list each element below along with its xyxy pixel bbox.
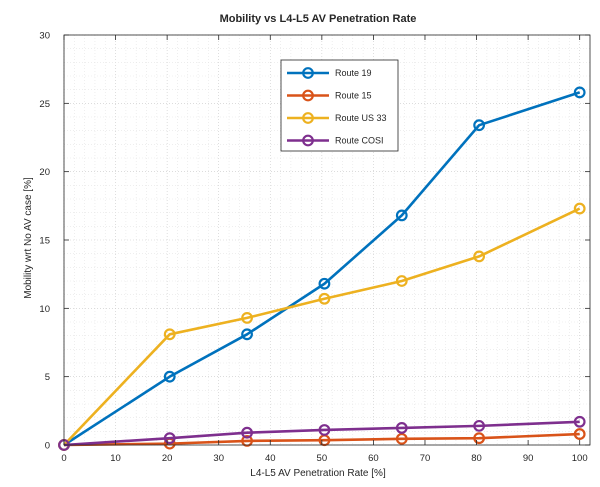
- y-tick-label: 25: [39, 99, 50, 110]
- x-tick-label: 0: [61, 453, 66, 464]
- x-tick-label: 50: [317, 453, 328, 464]
- data-point: [395, 422, 408, 434]
- data-point: [163, 432, 176, 445]
- data-point: [473, 250, 486, 263]
- legend-marker: [302, 67, 314, 79]
- grid: [63, 34, 590, 446]
- legend-marker: [302, 89, 314, 102]
- y-axis-label: Mobility wrt No AV case [%]: [23, 177, 34, 299]
- series-line: [63, 91, 581, 447]
- y-tick-label: 10: [39, 304, 50, 315]
- data-point: [573, 86, 586, 99]
- x-tick-label: 70: [420, 453, 431, 464]
- legend-marker: [302, 112, 314, 124]
- x-tick-label: 60: [368, 453, 379, 464]
- x-axis-label: L4-L5 AV Penetration Rate [%]: [250, 468, 386, 479]
- legend-label: Route COSI: [335, 136, 384, 146]
- y-tick-label: 0: [45, 441, 50, 452]
- axis-ticks: 0 10 20 30 40 50 60 70 80 90 100 0 5 10 15 20 25 30: [39, 31, 590, 464]
- data-point: [241, 435, 253, 447]
- y-tick-label: 5: [45, 372, 50, 383]
- data-point: [473, 432, 486, 445]
- data-point: [573, 202, 586, 215]
- data-point: [573, 415, 586, 428]
- chart-title: Mobility vs L4-L5 AV Penetration Rate: [220, 13, 417, 25]
- x-tick-label: 90: [523, 453, 534, 464]
- data-point: [318, 277, 331, 290]
- data-point: [241, 426, 253, 439]
- series-route-us-33: [58, 202, 586, 451]
- x-tick-label: 20: [162, 453, 173, 464]
- series-line: [63, 207, 581, 446]
- data-point: [163, 370, 176, 383]
- data-point: [241, 328, 253, 341]
- legend-box: [280, 59, 399, 152]
- data-point: [318, 424, 331, 436]
- data-point: [241, 312, 253, 324]
- legend-marker: [302, 134, 314, 147]
- x-tick-label: 100: [572, 453, 588, 464]
- x-tick-label: 30: [213, 453, 224, 464]
- y-tick-label: 20: [39, 167, 50, 178]
- legend-label: Route 19: [335, 68, 372, 78]
- x-tick-label: 40: [265, 453, 276, 464]
- data-point: [163, 328, 176, 341]
- data-point: [395, 432, 408, 445]
- legend-label: Route US 33: [335, 113, 387, 123]
- x-tick-label: 80: [471, 453, 482, 464]
- data-point: [473, 419, 486, 432]
- data-point: [318, 292, 331, 305]
- y-tick-label: 30: [39, 31, 50, 42]
- legend-label: Route 15: [335, 91, 372, 101]
- y-tick-label: 15: [39, 236, 50, 247]
- x-tick-label: 10: [110, 453, 121, 464]
- data-point: [395, 275, 408, 287]
- data-point: [395, 209, 408, 222]
- data-point: [573, 428, 586, 440]
- series-line: [63, 420, 580, 447]
- legend: Route 19 Route 15 Route US 33 Route COSI: [280, 59, 399, 152]
- series-route-cosi: [58, 415, 586, 451]
- data-point: [473, 119, 486, 132]
